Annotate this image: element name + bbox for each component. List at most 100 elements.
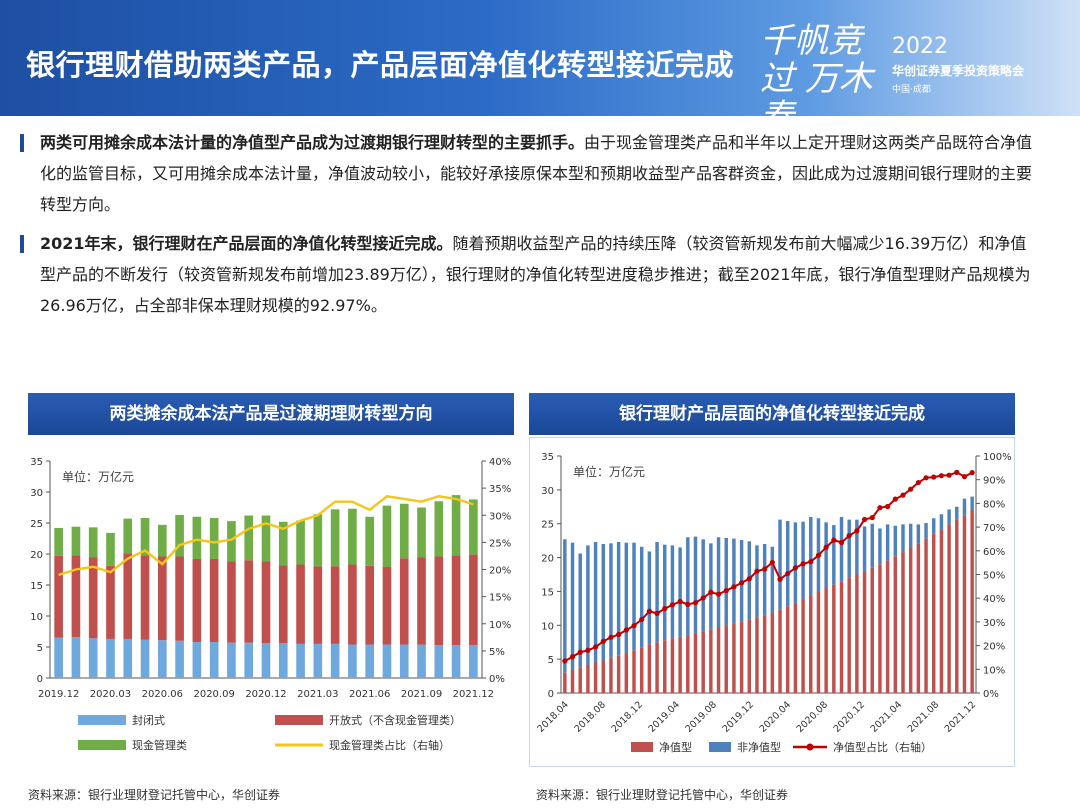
y2-tick-label: 100% — [983, 452, 1012, 463]
y2-tick-label: 60% — [983, 547, 1005, 558]
bar-segment — [693, 633, 698, 693]
ratio-point — [562, 658, 568, 664]
bar-segment — [755, 617, 759, 693]
y2-tick-label: 35% — [489, 484, 511, 495]
bar-segment — [663, 544, 667, 641]
ratio-point — [885, 503, 891, 510]
y-tick-label: 25 — [30, 519, 43, 530]
bar-segment — [616, 655, 621, 693]
ratio-point — [700, 595, 706, 601]
x-tick-label: 2019.12 — [38, 689, 79, 700]
bar-segment — [962, 498, 967, 516]
y-tick-label: 15 — [541, 587, 554, 598]
bar-segment — [678, 636, 682, 693]
x-tick-label: 2018.08 — [572, 699, 608, 735]
bar-segment — [563, 672, 567, 693]
legend-swatch — [78, 740, 126, 750]
bar-segment — [209, 518, 219, 559]
bar-segment — [71, 526, 81, 556]
y-tick-label: 0 — [37, 674, 43, 685]
y-tick-label: 30 — [30, 488, 43, 499]
bar-segment — [227, 642, 236, 678]
bar-segment — [296, 520, 305, 565]
bar-segment — [123, 553, 133, 639]
brand-location: 中国·成都 — [892, 85, 931, 95]
bar-segment — [278, 521, 288, 566]
header-banner: 银行理财借助两类产品，产品层面净值化转型接近完成 千帆竞过 万木春 2022 华… — [0, 0, 1080, 136]
paragraph-1-lead: 两类可用摊余成本法计量的净值型产品成为过渡期银行理财转型的主要抓手。 — [40, 133, 585, 152]
bar-segment — [809, 595, 813, 693]
bar-segment — [739, 621, 744, 693]
bar-segment — [924, 538, 928, 693]
y-tick-label: 30 — [541, 486, 554, 497]
ratio-point — [623, 627, 629, 633]
y2-tick-label: 30% — [983, 618, 1005, 629]
bar-segment — [593, 541, 598, 663]
x-tick-label: 2020.12 — [245, 689, 286, 700]
legend-swatch — [709, 742, 731, 752]
bar-segment — [785, 521, 790, 607]
x-tick-label: 2019.08 — [684, 699, 720, 735]
x-tick-label: 2019.04 — [646, 699, 682, 735]
ratio-point — [892, 496, 898, 502]
ratio-point — [569, 654, 576, 660]
bar-segment — [839, 581, 844, 693]
ratio-point — [808, 559, 814, 565]
bar-segment — [417, 644, 426, 678]
bar-segment — [932, 518, 936, 534]
y-tick-label: 35 — [541, 452, 554, 463]
left-chart-title: 两类摊余成本法产品是过渡期理财转型方向 — [28, 393, 514, 435]
bar-segment — [348, 508, 357, 565]
left-chart: 0 5 10 15 20 25 30 35 0% 5% 10% 15% 20% 25% 30% 35% 40% 单… — [30, 457, 511, 752]
x-tick-label: 2020.08 — [795, 699, 831, 735]
bar-segment — [901, 524, 905, 553]
ratio-point — [946, 472, 952, 478]
bar-segment — [686, 537, 690, 635]
bar-segment — [278, 565, 288, 644]
ratio-point — [869, 515, 875, 521]
bar-segment — [175, 640, 184, 678]
bar-segment — [609, 657, 613, 693]
bar-segment — [382, 505, 392, 568]
bar-segment — [175, 556, 184, 641]
bar-segment — [885, 560, 890, 693]
bar-segment — [632, 650, 636, 693]
ratio-point — [877, 505, 883, 511]
y2-tick-label: 30% — [489, 511, 511, 522]
paragraph-2: 2021年末，银行理财在产品层面的净值化转型接近完成。随着预期收益型产品的持续压… — [20, 228, 1040, 321]
ratio-point — [769, 559, 775, 566]
left-source-note: 资料来源：银行业理财登记托管中心，华创证券 — [28, 788, 281, 802]
bar-segment — [601, 544, 605, 661]
bar-segment — [54, 555, 63, 638]
ratio-point — [685, 601, 691, 607]
x-tick-label: 2020.12 — [832, 699, 868, 735]
bar-segment — [970, 496, 974, 511]
bar-segment — [924, 523, 928, 539]
bar-segment — [762, 544, 767, 616]
bar-segment — [123, 518, 133, 554]
bar-segment — [893, 525, 898, 557]
y2-tick-label: 10% — [983, 665, 1005, 676]
bar-segment — [670, 545, 675, 639]
bar-segment — [563, 539, 567, 673]
bar-segment — [296, 564, 305, 644]
bar-segment — [296, 643, 305, 678]
bar-segment — [893, 556, 898, 693]
bar-segment — [616, 541, 621, 656]
bar-segment — [601, 660, 605, 693]
y2-tick-label: 50% — [983, 571, 1005, 582]
y2-tick-label: 0% — [983, 689, 999, 700]
y2-tick-label: 0% — [489, 674, 505, 685]
bar-segment — [469, 645, 478, 678]
bar-segment — [71, 555, 81, 638]
bar-segment — [709, 629, 713, 693]
bar-segment — [947, 509, 951, 525]
x-tick-label: 2020.04 — [758, 699, 794, 735]
ratio-point — [731, 584, 737, 590]
bar-segment — [365, 516, 374, 566]
ratio-point — [616, 631, 622, 638]
bar-segment — [313, 643, 323, 678]
y2-tick-label: 70% — [983, 523, 1005, 534]
ratio-point — [715, 591, 722, 597]
ratio-point — [915, 479, 921, 486]
